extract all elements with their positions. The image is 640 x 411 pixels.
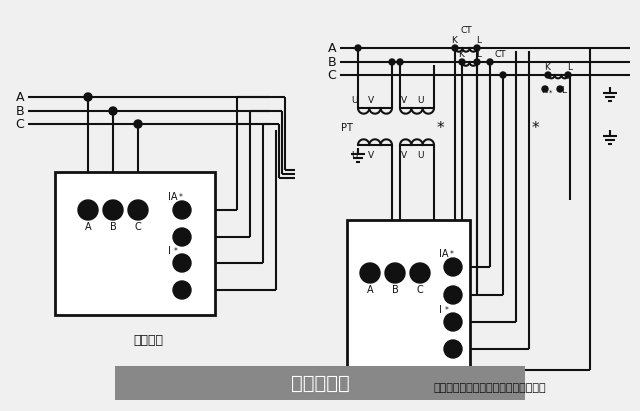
Text: 有功功率表: 有功功率表 <box>291 374 349 393</box>
Bar <box>347 220 470 370</box>
Text: K: K <box>541 85 547 95</box>
Circle shape <box>397 59 403 65</box>
Circle shape <box>444 286 462 304</box>
Circle shape <box>355 45 361 51</box>
Circle shape <box>500 72 506 78</box>
Text: IA: IA <box>439 249 449 259</box>
Circle shape <box>173 228 191 246</box>
Text: A: A <box>328 42 336 55</box>
Circle shape <box>385 263 405 283</box>
Text: V: V <box>368 150 374 159</box>
Text: A: A <box>16 90 24 104</box>
Circle shape <box>84 93 92 101</box>
Text: K: K <box>451 35 457 44</box>
Text: IA: IA <box>168 192 177 202</box>
Circle shape <box>444 340 462 358</box>
Text: U: U <box>417 150 423 159</box>
Circle shape <box>459 59 465 65</box>
Text: PT: PT <box>341 123 353 133</box>
Circle shape <box>542 86 548 92</box>
Circle shape <box>474 45 480 51</box>
Circle shape <box>173 254 191 272</box>
Text: U: U <box>352 150 358 159</box>
Text: K: K <box>544 62 550 72</box>
Circle shape <box>444 258 462 276</box>
Text: K: K <box>458 49 464 58</box>
Circle shape <box>444 313 462 331</box>
Circle shape <box>173 201 191 219</box>
Text: B: B <box>16 104 24 118</box>
Text: I: I <box>439 305 442 315</box>
Text: V: V <box>401 150 407 159</box>
Text: L: L <box>477 49 481 58</box>
Bar <box>55 172 215 315</box>
Circle shape <box>128 200 148 220</box>
Circle shape <box>78 200 98 220</box>
Text: B: B <box>392 285 398 295</box>
Text: *: * <box>445 305 449 314</box>
Circle shape <box>565 72 571 78</box>
Text: CT: CT <box>494 49 506 58</box>
Text: V: V <box>401 95 407 104</box>
Bar <box>115 366 525 400</box>
Text: I: I <box>168 246 171 256</box>
Text: *: * <box>549 90 553 96</box>
Circle shape <box>474 59 480 65</box>
Text: CT: CT <box>460 25 472 35</box>
Circle shape <box>410 263 430 283</box>
Text: B: B <box>109 222 116 232</box>
Text: *: * <box>531 120 539 136</box>
Circle shape <box>103 200 123 220</box>
Text: B: B <box>328 55 336 69</box>
Text: U: U <box>352 95 358 104</box>
Text: C: C <box>417 285 424 295</box>
Circle shape <box>109 107 117 115</box>
Text: C: C <box>15 118 24 131</box>
Text: C: C <box>328 69 337 81</box>
Text: 直接接入: 直接接入 <box>133 333 163 346</box>
Text: L: L <box>568 62 573 72</box>
Text: V: V <box>368 95 374 104</box>
Text: A: A <box>367 285 373 295</box>
Text: L: L <box>561 85 566 95</box>
Circle shape <box>545 72 551 78</box>
Text: *: * <box>179 192 183 201</box>
Circle shape <box>487 59 493 65</box>
Circle shape <box>452 45 458 51</box>
Circle shape <box>389 59 395 65</box>
Text: *: * <box>450 249 454 259</box>
Text: U: U <box>417 95 423 104</box>
Text: A: A <box>84 222 92 232</box>
Circle shape <box>557 86 563 92</box>
Circle shape <box>134 120 142 128</box>
Text: 通过外配电流互感器和电压互感器接入: 通过外配电流互感器和电压互感器接入 <box>434 383 547 393</box>
Text: C: C <box>134 222 141 232</box>
Circle shape <box>173 281 191 299</box>
Circle shape <box>360 263 380 283</box>
Text: L: L <box>477 35 481 44</box>
Text: *: * <box>174 247 178 256</box>
Text: *: * <box>436 120 444 136</box>
